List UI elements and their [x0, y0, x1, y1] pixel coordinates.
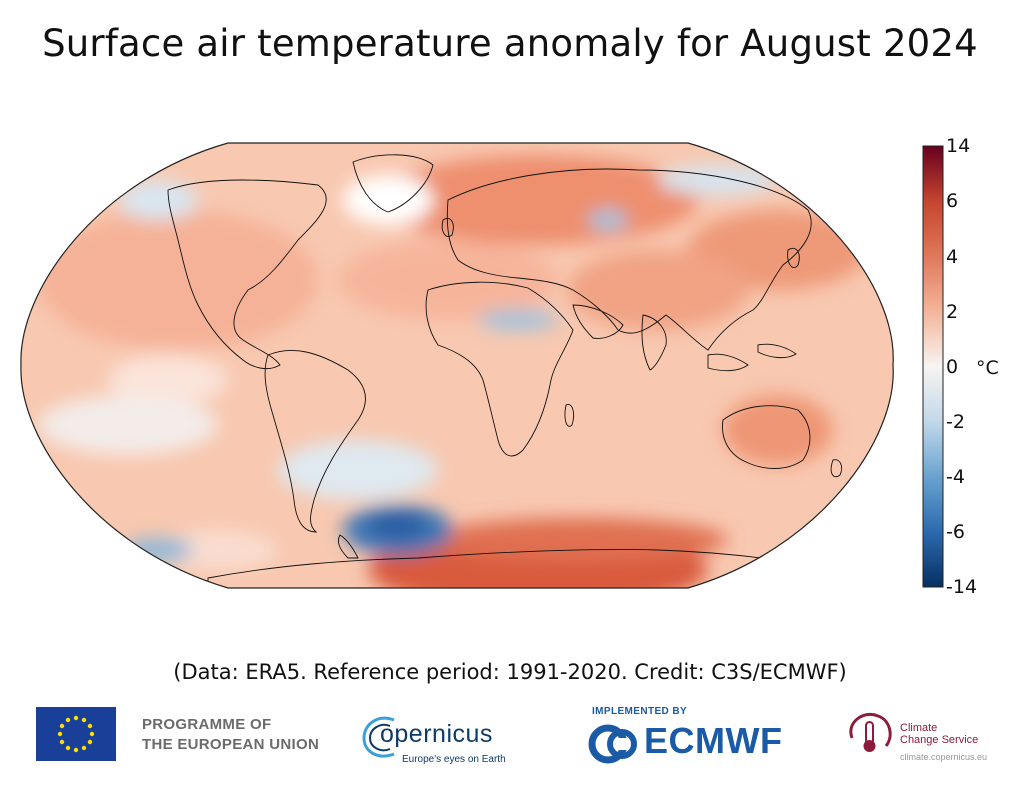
implemented-by-label: IMPLEMENTED BY — [592, 706, 688, 717]
ecmwf-swirl-icon — [588, 724, 640, 764]
colorbar-tick: 14 — [946, 135, 971, 157]
eu-line-1: PROGRAMME OF — [142, 716, 272, 733]
colorbar-tick: 2 — [946, 301, 959, 323]
eu-flag-icon — [36, 707, 116, 761]
eu-programme-text: PROGRAMME OF THE EUROPEAN UNION — [142, 715, 319, 755]
colorbar-gradient — [922, 145, 944, 588]
colorbar-tick: 6 — [946, 190, 959, 212]
c3s-logo: Climate Change Service climate.copernicu… — [842, 704, 1012, 766]
copernicus-logo: opernicus Europe's eyes on Earth — [360, 704, 520, 766]
colorbar-tick: -14 — [946, 576, 978, 598]
eu-line-2: THE EUROPEAN UNION — [142, 736, 320, 753]
anomaly-field — [38, 155, 878, 588]
colorbar-tick: 4 — [946, 246, 959, 268]
colorbar-tick: -2 — [946, 411, 965, 433]
colorbar-unit: °C — [976, 357, 999, 379]
ecmwf-logo: IMPLEMENTED BY ECMWF — [586, 704, 816, 766]
colorbar-tick: -6 — [946, 521, 965, 543]
ecmwf-wordmark: ECMWF — [644, 720, 783, 761]
c3s-url: climate.copernicus.eu — [900, 752, 988, 762]
c3s-line-1: Climate — [900, 722, 938, 734]
anomaly-map — [18, 140, 898, 592]
copernicus-wordmark: opernicus — [380, 720, 493, 748]
c3s-name: Climate Change Service — [900, 722, 978, 746]
colorbar: 14 6 4 2 0 -2 -4 -6 -14 °C — [918, 135, 1018, 598]
colorbar-tick: -4 — [946, 466, 965, 488]
colorbar-tick: 0 — [946, 356, 959, 378]
map-frame — [20, 142, 894, 589]
world-map-svg — [20, 142, 894, 589]
c3s-line-2: Change Service — [900, 734, 979, 746]
copernicus-tagline: Europe's eyes on Earth — [402, 754, 506, 765]
data-credit: (Data: ERA5. Reference period: 1991-2020… — [173, 660, 847, 684]
thermometer-icon — [849, 713, 892, 752]
map-title: Surface air temperature anomaly for Augu… — [42, 22, 978, 65]
copernicus-c-icon — [362, 716, 395, 758]
logo-strip: PROGRAMME OF THE EUROPEAN UNION opernicu… — [0, 700, 1020, 770]
